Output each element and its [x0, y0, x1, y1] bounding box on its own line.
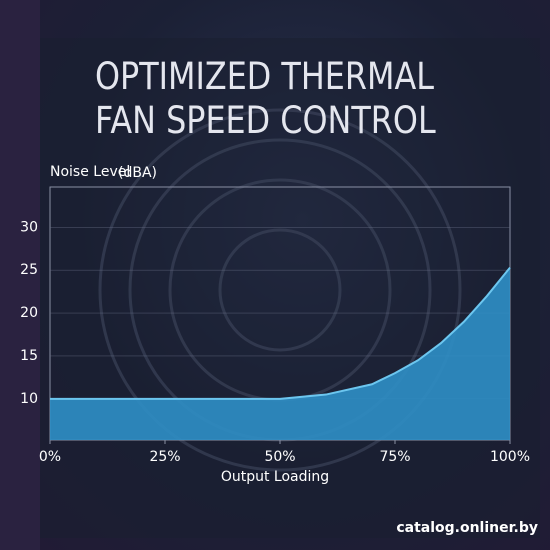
- x-tick-label: 50%: [264, 449, 295, 465]
- y-tick-label: 30: [20, 219, 38, 235]
- x-tick-label: 75%: [379, 449, 410, 465]
- x-tick-label: 25%: [149, 449, 180, 465]
- x-tick-label: 0%: [39, 449, 61, 465]
- watermark: catalog.onliner.by: [396, 520, 538, 536]
- area-line: [50, 266, 511, 400]
- y-tick-label: 20: [20, 305, 38, 321]
- y-tick-label: 10: [20, 391, 38, 407]
- y-tick-label: 25: [20, 262, 38, 278]
- y-tick-label: 15: [20, 348, 38, 364]
- x-tick-label: 100%: [490, 449, 530, 465]
- x-axis-label: Output Loading: [221, 469, 329, 485]
- panel: [40, 38, 540, 538]
- y-axis-unit: (dBA): [118, 165, 157, 181]
- side-shade: [0, 0, 40, 550]
- chart-title: OPTIMIZED THERMAL FAN SPEED CONTROL: [95, 55, 436, 142]
- area: [50, 267, 510, 440]
- y-axis-label: Noise Level: [50, 164, 130, 180]
